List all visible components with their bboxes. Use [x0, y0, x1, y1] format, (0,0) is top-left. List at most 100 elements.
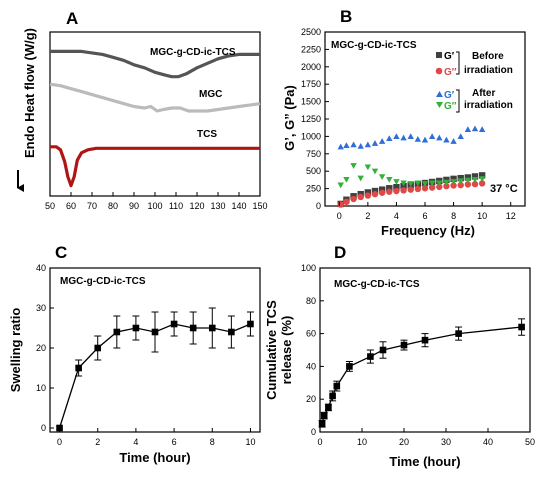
- data-point-2: [457, 133, 464, 139]
- data-point-2: [393, 133, 400, 139]
- data-point-3: [464, 177, 472, 184]
- panel-b-title: MGC-g-CD-ic-TCS: [331, 40, 417, 51]
- data-point-3: [364, 164, 372, 171]
- legend-marker-circle: [435, 67, 443, 75]
- c-data-point: [94, 344, 102, 352]
- data-point-1: [457, 181, 464, 189]
- d-data-point: [379, 346, 387, 354]
- d-x-tick-label: 10: [357, 437, 367, 447]
- data-point-1: [378, 189, 386, 196]
- data-point-1: [428, 184, 436, 191]
- data-point-0: [457, 174, 464, 182]
- data-point-2: [414, 135, 422, 142]
- b-x-tick-label: 8: [451, 211, 456, 221]
- data-point-2: [400, 134, 407, 141]
- data-point-3: [407, 181, 414, 187]
- d-data-point: [367, 353, 374, 360]
- panel-d-xlabel: Time (hour): [389, 454, 460, 469]
- data-point-0: [471, 173, 479, 180]
- c-data-point: [228, 328, 235, 336]
- data-point-2: [364, 141, 372, 148]
- d-x-tick-label: 50: [525, 437, 535, 447]
- c-data-point: [132, 324, 140, 332]
- a-x-tick-label: 100: [147, 201, 162, 211]
- panel-a: A 50 60 70 80 90 100 110 120 130 140 150 MGC-g-CD-…: [17, 9, 268, 211]
- data-point-3: [471, 176, 479, 183]
- c-x-tick-label: 6: [172, 437, 177, 447]
- data-point-2: [450, 138, 457, 144]
- panel-c-xlabel: Time (hour): [119, 450, 190, 465]
- d-data-point: [518, 323, 525, 331]
- legend-before-2: irradiation: [464, 65, 513, 76]
- panel-b: B 0 2 4 6 8 10 12 0 250 500 750 1000 1250 1500 1750 200…: [282, 7, 526, 238]
- b-y-tick-label: 1000: [301, 131, 321, 141]
- data-point-2: [386, 135, 393, 142]
- data-point-0: [478, 172, 486, 179]
- panel-d: D 0 10 20 30 40 50 0 20 40 60 80 100 MGC-g-CD-ic-TC…: [264, 243, 535, 469]
- panel-d-frame: [319, 267, 531, 433]
- legend-after-1: After: [472, 88, 495, 99]
- b-x-tick-label: 2: [365, 211, 370, 221]
- d-data-point: [346, 363, 353, 370]
- legend-before-1: Before: [472, 51, 504, 62]
- b-y-tick-label: 2500: [301, 27, 321, 37]
- data-point-0: [450, 175, 457, 183]
- label-tcs: TCS: [197, 129, 217, 140]
- label-mgc: MGC: [199, 89, 222, 100]
- d-data-point: [333, 382, 341, 390]
- a-x-tick-label: 90: [129, 201, 139, 211]
- b-x-tick-label: 10: [477, 211, 487, 221]
- data-point-2: [464, 126, 472, 132]
- legend-marker-triangle-up: [436, 91, 443, 97]
- data-point-3: [457, 178, 464, 185]
- d-x-tick-label: 20: [399, 437, 409, 447]
- b-y-tick-label: 500: [306, 166, 321, 176]
- legend-gpp-after: G″: [444, 101, 457, 112]
- c-y-tick-label: 30: [36, 303, 46, 313]
- b-x-tick-label: 4: [394, 211, 399, 221]
- b-y-tick-label: 0: [316, 201, 321, 211]
- data-point-2: [471, 125, 479, 132]
- d-data-point: [455, 330, 462, 337]
- data-point-2: [350, 141, 357, 148]
- panel-d-ylabel-line1: Cumulative TCS: [264, 300, 279, 400]
- dsc-curve-2: [50, 145, 260, 188]
- legend-bracket: [456, 51, 460, 75]
- data-point-2: [428, 133, 436, 139]
- data-point-3: [386, 176, 393, 183]
- panel-b-xlabel: Frequency (Hz): [381, 223, 475, 238]
- label-mgc-g-cd-ic-tcs: MGC-g-CD-ic-TCS: [150, 47, 236, 58]
- a-x-tick-label: 70: [87, 201, 97, 211]
- b-x-tick-label: 6: [422, 211, 427, 221]
- data-point-3: [357, 175, 364, 182]
- d-y-tick-label: 40: [306, 361, 316, 371]
- data-point-1: [407, 186, 414, 193]
- data-point-0: [393, 184, 400, 191]
- panel-d-ylabel-line2: release (%): [279, 316, 294, 385]
- data-point-1: [436, 183, 443, 191]
- panel-b-label: B: [340, 7, 352, 26]
- data-point-0: [386, 185, 393, 192]
- d-data-point: [400, 341, 408, 349]
- panel-b-ylabel: G’, G” (Pa): [282, 85, 297, 151]
- d-y-tick-label: 100: [301, 263, 316, 273]
- data-point-3: [400, 180, 407, 187]
- legend-marker-square: [436, 52, 442, 58]
- data-point-2: [378, 138, 386, 144]
- c-data-point: [208, 324, 216, 332]
- a-x-tick-label: 80: [108, 201, 118, 211]
- data-point-2: [357, 142, 364, 149]
- b-y-tick-label: 2000: [301, 62, 321, 72]
- legend-marker-triangle-down: [436, 102, 443, 108]
- data-point-3: [436, 180, 443, 187]
- b-y-tick-label: 2250: [301, 44, 321, 54]
- data-point-1: [414, 185, 422, 193]
- b-y-tick-label: 1750: [301, 79, 321, 89]
- data-point-2: [478, 126, 486, 132]
- data-point-2: [343, 142, 350, 149]
- d-y-tick-label: 20: [306, 394, 316, 404]
- a-x-tick-label: 50: [45, 201, 55, 211]
- data-point-3: [428, 180, 436, 187]
- data-point-2: [371, 140, 379, 146]
